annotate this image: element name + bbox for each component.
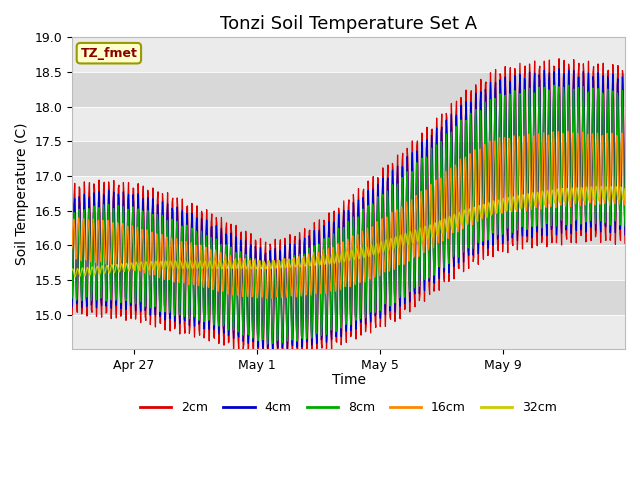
Text: TZ_fmet: TZ_fmet [81, 47, 138, 60]
Title: Tonzi Soil Temperature Set A: Tonzi Soil Temperature Set A [220, 15, 477, 33]
Bar [72, 245, 625, 280]
X-axis label: Time: Time [332, 373, 365, 387]
Bar [72, 107, 625, 141]
Bar [72, 37, 625, 72]
Bar [72, 176, 625, 211]
Bar [72, 72, 625, 107]
Bar [72, 141, 625, 176]
Bar [72, 211, 625, 245]
Bar [72, 314, 625, 349]
Bar [72, 280, 625, 314]
Y-axis label: Soil Temperature (C): Soil Temperature (C) [15, 122, 29, 264]
Legend: 2cm, 4cm, 8cm, 16cm, 32cm: 2cm, 4cm, 8cm, 16cm, 32cm [135, 396, 562, 419]
